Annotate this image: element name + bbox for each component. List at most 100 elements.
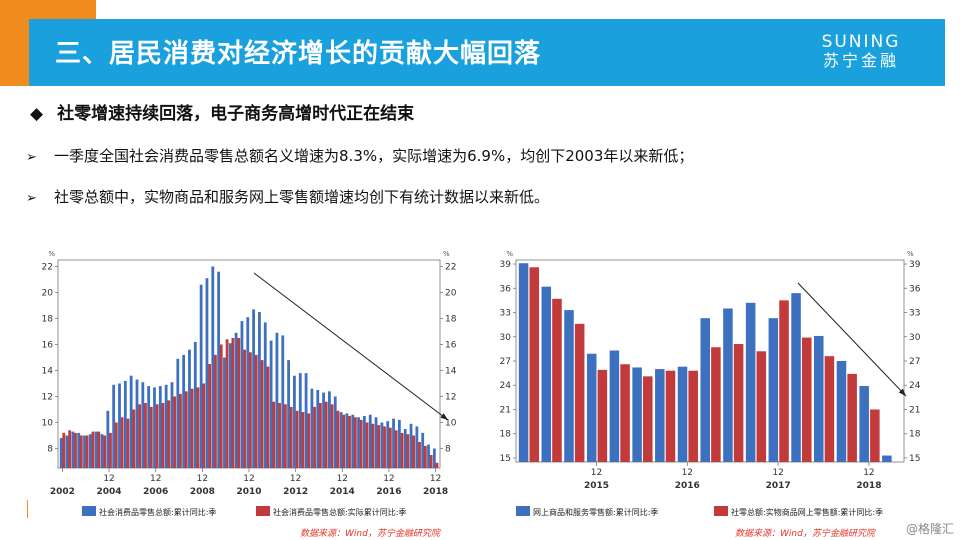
red-bar [733, 344, 744, 462]
red-bar [120, 417, 124, 468]
x-tick-month-label: 12 [243, 474, 254, 484]
blue-bar [609, 350, 620, 462]
y-tick-label-left: 12 [42, 393, 53, 403]
bullet-item: ➢ 社零总额中，实物商品和服务网上零售额增速均创下有统计数据以来新低。 [26, 186, 549, 207]
blue-bar [182, 354, 186, 468]
red-bar [132, 409, 136, 468]
blue-bar [217, 271, 221, 468]
x-tick-month-label: 12 [337, 474, 348, 484]
red-bar [196, 387, 200, 468]
legend-label: 网上商品和服务零售额:累计同比:季 [533, 507, 658, 517]
red-bar [383, 426, 386, 468]
blue-bar [77, 432, 81, 468]
title-banner: 三、居民消费对经济增长的贡献大幅回落 SUNING 苏宁金融 [29, 19, 945, 86]
blue-bar [813, 335, 824, 462]
blue-bar [205, 278, 209, 468]
red-bar [394, 430, 398, 468]
y-unit-left: % [48, 250, 55, 258]
red-bar [779, 300, 789, 462]
suning-logo: SUNING 苏宁金融 [805, 33, 917, 71]
y-tick-label-left: 22 [42, 263, 53, 273]
red-bar [74, 432, 77, 468]
y-tick-label-right: 8 [445, 445, 451, 455]
red-bar [552, 298, 562, 462]
bullet-text: 一季度全国社会消费品零售总额名义增速为8.3%，实际增速为6.9%，均创下200… [54, 147, 694, 165]
y-tick-label-left: 27 [500, 357, 511, 367]
blue-bar [700, 318, 710, 462]
x-tick-month-label: 12 [197, 474, 208, 484]
legend-swatch [516, 506, 530, 516]
blue-bar [368, 414, 372, 468]
blue-bar [94, 431, 98, 468]
y-tick-label-right: 14 [445, 367, 457, 377]
legend-swatch [82, 506, 96, 516]
blue-bar [65, 435, 69, 468]
y-tick-label-left: 8 [47, 445, 53, 455]
legend-swatch [714, 506, 728, 516]
blue-bar [333, 396, 337, 468]
x-tick-year-label: 2017 [766, 481, 791, 491]
blue-bar [83, 435, 86, 468]
red-bar [97, 431, 101, 468]
blue-bar [518, 263, 529, 462]
x-tick-year-label: 2002 [50, 487, 75, 497]
y-tick-label-left: 18 [42, 315, 54, 325]
blue-bar [153, 387, 156, 468]
blue-bar [71, 431, 75, 468]
blue-bar [859, 386, 869, 462]
blue-bar [392, 418, 395, 468]
red-bar [179, 393, 182, 468]
red-bar [167, 400, 171, 468]
y-tick-label-right: 10 [445, 419, 457, 429]
x-tick-month-label: 12 [383, 474, 394, 484]
red-bar [665, 370, 676, 462]
red-bar [202, 383, 206, 468]
red-bar [278, 403, 281, 468]
online-retail-growth-chart: % % 15 15 18 18 21 21 24 24 27 27 30 30 33 33 36 36 39 39 12… [486, 248, 926, 518]
red-bar [342, 414, 346, 468]
blue-bar [223, 357, 226, 468]
x-tick-year-label: 2008 [190, 487, 215, 497]
trend-arrow-icon [797, 282, 907, 397]
legend-label: 社会消费品零售总额:实际累计同比:季 [273, 507, 406, 517]
blue-bar [316, 390, 320, 468]
red-bar [400, 432, 404, 468]
red-bar [208, 364, 211, 468]
section-heading-text: 社零增速持续回落，电子商务高增时代正在结束 [57, 104, 415, 124]
y-tick-label-left: 14 [42, 367, 54, 377]
accent-line [27, 500, 28, 518]
arrow-bullet-icon: ➢ [26, 191, 37, 206]
blue-bar [397, 419, 401, 468]
y-tick-label-right: 30 [909, 333, 921, 343]
blue-bar [415, 426, 419, 468]
red-bar [249, 352, 252, 468]
x-tick-month-label: 12 [772, 468, 783, 478]
blue-bar [541, 286, 552, 462]
blue-bar [193, 341, 197, 468]
blue-bar [351, 414, 355, 468]
y-tick-label-right: 39 [909, 260, 921, 270]
y-tick-label-right: 20 [445, 289, 457, 299]
red-bar [348, 416, 351, 468]
blue-bar [328, 391, 331, 468]
blue-bar [427, 444, 430, 468]
red-bar [377, 425, 381, 468]
red-bar [756, 351, 767, 462]
section-heading: ◆ 社零增速持续回落，电子商务高增时代正在结束 [30, 99, 414, 124]
x-tick-year-label: 2014 [330, 487, 355, 497]
y-tick-label-left: 10 [42, 419, 54, 429]
red-bar [266, 366, 270, 468]
red-bar [435, 462, 439, 468]
y-tick-label-left: 36 [500, 284, 512, 294]
blue-bar [287, 360, 290, 468]
blue-bar [768, 318, 779, 462]
red-bar [711, 347, 721, 462]
x-tick-year-label: 2018 [856, 481, 881, 491]
red-bar [149, 406, 153, 468]
bullet-text: 社零总额中，实物商品和服务网上零售额增速均创下有统计数据以来新低。 [54, 188, 550, 206]
red-bar [114, 422, 118, 468]
y-tick-label-right: 27 [909, 357, 920, 367]
chart1-source: 数据来源：Wind，苏宁金融研究院 [300, 529, 440, 539]
blue-bar [211, 266, 215, 468]
x-tick-year-label: 2010 [236, 487, 261, 497]
